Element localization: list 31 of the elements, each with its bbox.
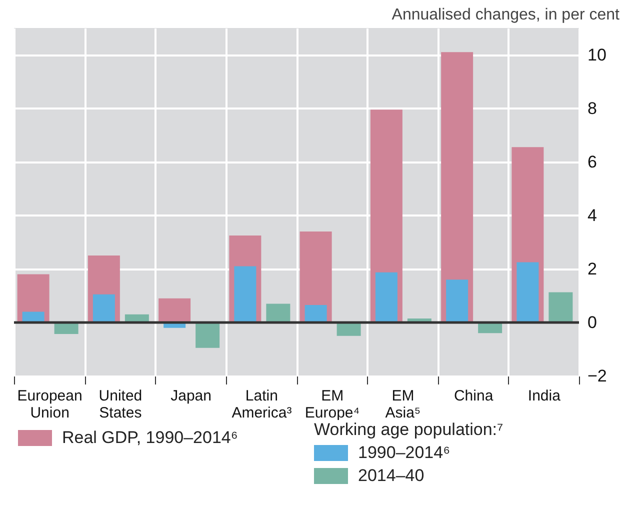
bar bbox=[304, 305, 327, 322]
bar bbox=[54, 322, 78, 334]
y-tick-label: 2 bbox=[588, 259, 597, 278]
bar bbox=[266, 304, 290, 322]
x-tick-label: United States bbox=[98, 388, 142, 422]
x-tick-label: China bbox=[454, 388, 494, 404]
bar bbox=[196, 322, 220, 348]
y-tick-label: 6 bbox=[588, 152, 597, 172]
y-tick-label: 0 bbox=[588, 312, 597, 332]
bar bbox=[446, 280, 468, 322]
bar bbox=[92, 294, 115, 322]
bar bbox=[158, 298, 191, 322]
bar bbox=[375, 272, 398, 322]
x-tick-label: European Union bbox=[17, 388, 82, 422]
bar bbox=[234, 266, 256, 322]
x-tick-label: Japan bbox=[170, 388, 212, 404]
y-tick-label: −2 bbox=[588, 366, 607, 386]
legend-label: 1990–2014⁶ bbox=[358, 443, 450, 463]
x-tick-label: India bbox=[528, 388, 562, 404]
x-tick-label: EM Asia⁵ bbox=[385, 388, 421, 422]
legend-title: Working age population:⁷ bbox=[314, 420, 504, 440]
legend-label: 2014–40 bbox=[358, 466, 424, 486]
bar bbox=[548, 292, 573, 322]
y-axis-title: Annualised changes, in per cent bbox=[392, 6, 620, 24]
y-tick-label: 8 bbox=[588, 98, 597, 118]
bar bbox=[336, 322, 361, 336]
y-tick-label: 10 bbox=[588, 45, 606, 64]
x-tick-label: Latin America³ bbox=[232, 388, 292, 422]
y-tick-label: 4 bbox=[588, 206, 597, 225]
legend-label: Real GDP, 1990–2014⁶ bbox=[62, 428, 238, 448]
bar bbox=[516, 262, 539, 322]
